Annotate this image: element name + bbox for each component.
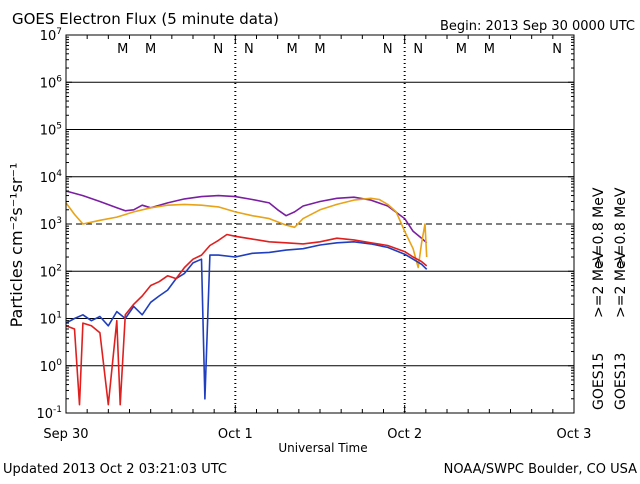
y-axis-label: Particles cm⁻²s⁻¹sr⁻¹	[7, 163, 26, 328]
x-tick-label: Oct 3	[557, 427, 592, 442]
x-axis-label: Universal Time	[278, 441, 367, 455]
series-line	[65, 190, 428, 244]
y-tick-label: 103	[40, 216, 62, 233]
y-tick-label: 102	[40, 263, 62, 280]
tick-layer: 10-1 100 101 102 103 104 105 106 107 Sep 30 Oct 1 O…	[36, 27, 591, 442]
mn-marker: M	[484, 42, 495, 57]
mn-marker: N	[244, 42, 254, 57]
series-line	[65, 233, 428, 406]
mn-marker: M	[145, 42, 156, 57]
footer-updated: Updated 2013 Oct 2 03:21:03 UTC	[3, 462, 227, 477]
legend-entry: >=0.8 MeV	[613, 187, 629, 268]
legend-satellite-label: GOES15	[591, 353, 607, 410]
grid-layer	[66, 35, 574, 413]
y-tick-label: 10-1	[36, 405, 62, 422]
series-layer	[65, 190, 428, 406]
x-tick-label: Oct 2	[387, 427, 422, 442]
y-tick-label: 104	[40, 169, 63, 186]
series-line	[65, 241, 428, 400]
y-tick-label: 101	[40, 311, 62, 328]
x-tick-label: Oct 1	[218, 427, 253, 442]
legend-entry: >=2 MeV	[591, 250, 607, 318]
footer-credit: NOAA/SWPC Boulder, CO USA	[444, 462, 637, 477]
series-line	[65, 197, 428, 269]
mn-marker: N	[413, 42, 423, 57]
legend-satellite-label: GOES13	[613, 353, 629, 410]
begin-time-label: Begin: 2013 Sep 30 0000 UTC	[440, 19, 635, 34]
mn-marker: M	[286, 42, 297, 57]
y-tick-label: 106	[40, 74, 63, 91]
y-tick-label: 100	[40, 358, 63, 375]
y-tick-label: 105	[40, 122, 62, 139]
x-tick-label: Sep 30	[43, 427, 88, 442]
y-tick-label: 107	[40, 27, 62, 44]
mn-marker: M	[117, 42, 128, 57]
chart-title: GOES Electron Flux (5 minute data)	[12, 10, 279, 28]
label-layer: GOES Electron Flux (5 minute data) Begin…	[3, 10, 637, 477]
mn-marker: N	[383, 42, 393, 57]
mn-marker: M	[456, 42, 467, 57]
legend-entry: >=2 MeV	[613, 250, 629, 318]
legend-entry: >=0.8 MeV	[591, 187, 607, 268]
mn-marker: N	[214, 42, 224, 57]
mn-marker: M	[314, 42, 325, 57]
mn-marker: N	[552, 42, 562, 57]
